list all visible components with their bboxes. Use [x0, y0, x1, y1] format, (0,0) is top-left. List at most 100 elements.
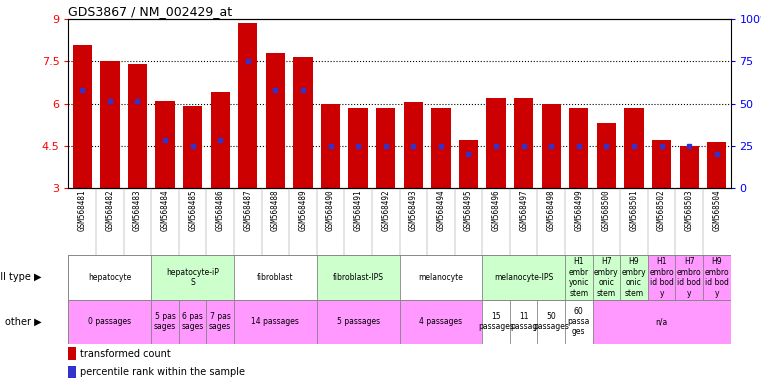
Text: GSM568492: GSM568492 — [381, 190, 390, 231]
Text: GSM568500: GSM568500 — [602, 190, 611, 231]
Text: GSM568481: GSM568481 — [78, 190, 87, 231]
Bar — [183, 106, 202, 188]
Text: GSM568504: GSM568504 — [712, 190, 721, 231]
Text: GSM568484: GSM568484 — [161, 190, 170, 231]
Bar — [234, 300, 317, 344]
Bar — [593, 300, 731, 344]
Bar — [266, 53, 285, 188]
Bar — [569, 108, 588, 188]
Text: H1
embr
yonic
stem: H1 embr yonic stem — [568, 257, 589, 298]
Bar — [68, 300, 151, 344]
Text: 14 passages: 14 passages — [251, 317, 299, 326]
Bar — [597, 123, 616, 188]
Text: GSM568493: GSM568493 — [409, 190, 418, 231]
Text: H9
embry
onic
stem: H9 embry onic stem — [622, 257, 646, 298]
Bar — [676, 255, 703, 300]
Bar — [565, 255, 593, 300]
Bar — [403, 102, 423, 188]
Bar — [349, 108, 368, 188]
Text: 4 passages: 4 passages — [419, 317, 463, 326]
Bar — [648, 255, 676, 300]
Bar — [321, 104, 340, 188]
Text: hepatocyte-iP
S: hepatocyte-iP S — [166, 268, 219, 287]
Bar — [400, 255, 482, 300]
Text: GSM568491: GSM568491 — [354, 190, 363, 231]
Bar — [707, 142, 727, 188]
Text: H7
embro
id bod
y: H7 embro id bod y — [677, 257, 702, 298]
Bar — [128, 64, 147, 188]
Bar — [155, 101, 175, 188]
Text: 5 pas
sages: 5 pas sages — [154, 312, 176, 331]
Text: GSM568488: GSM568488 — [271, 190, 280, 231]
Text: 7 pas
sages: 7 pas sages — [209, 312, 231, 331]
Bar — [206, 300, 234, 344]
Text: 0 passages: 0 passages — [88, 317, 132, 326]
Text: GSM568498: GSM568498 — [546, 190, 556, 231]
Bar — [459, 140, 478, 188]
Text: other ▶: other ▶ — [5, 316, 42, 327]
Text: GSM568490: GSM568490 — [326, 190, 335, 231]
Bar — [537, 300, 565, 344]
Bar — [317, 300, 400, 344]
Text: melanocyte-IPS: melanocyte-IPS — [494, 273, 553, 282]
Bar — [620, 255, 648, 300]
Text: fibroblast: fibroblast — [257, 273, 294, 282]
Text: GDS3867 / NM_002429_at: GDS3867 / NM_002429_at — [68, 5, 233, 18]
Bar — [151, 255, 234, 300]
Text: 60
passa
ges: 60 passa ges — [568, 307, 590, 336]
Bar — [652, 140, 671, 188]
Bar — [400, 300, 482, 344]
Text: H1
embro
id bod
y: H1 embro id bod y — [649, 257, 674, 298]
Bar — [486, 98, 506, 188]
Bar — [624, 108, 644, 188]
Bar — [565, 300, 593, 344]
Text: cell type ▶: cell type ▶ — [0, 272, 42, 283]
Bar — [68, 366, 76, 378]
Text: 6 pas
sages: 6 pas sages — [182, 312, 204, 331]
Text: fibroblast-IPS: fibroblast-IPS — [333, 273, 384, 282]
Bar — [238, 23, 257, 188]
Bar — [680, 146, 699, 188]
Bar — [376, 108, 396, 188]
Bar — [293, 57, 313, 188]
Text: 50
passages: 50 passages — [533, 312, 569, 331]
Text: GSM568495: GSM568495 — [464, 190, 473, 231]
Bar — [482, 300, 510, 344]
Bar — [482, 255, 565, 300]
Bar — [179, 300, 206, 344]
Bar — [593, 255, 620, 300]
Text: melanocyte: melanocyte — [419, 273, 463, 282]
Text: percentile rank within the sample: percentile rank within the sample — [81, 367, 245, 377]
Text: GSM568499: GSM568499 — [575, 190, 584, 231]
Text: GSM568485: GSM568485 — [188, 190, 197, 231]
Text: GSM568483: GSM568483 — [133, 190, 142, 231]
Bar — [510, 300, 537, 344]
Text: GSM568503: GSM568503 — [685, 190, 694, 231]
Bar — [703, 255, 731, 300]
Text: GSM568494: GSM568494 — [436, 190, 445, 231]
Text: hepatocyte: hepatocyte — [88, 273, 132, 282]
Bar — [431, 108, 451, 188]
Bar — [100, 61, 119, 188]
Bar — [542, 104, 561, 188]
Text: GSM568482: GSM568482 — [105, 190, 114, 231]
Text: H9
embro
id bod
y: H9 embro id bod y — [705, 257, 729, 298]
Text: 11
passag: 11 passag — [510, 312, 537, 331]
Bar — [68, 255, 151, 300]
Text: GSM568487: GSM568487 — [244, 190, 253, 231]
Bar — [514, 98, 533, 188]
Bar — [68, 347, 76, 360]
Text: GSM568496: GSM568496 — [492, 190, 501, 231]
Text: 5 passages: 5 passages — [336, 317, 380, 326]
Bar — [151, 300, 179, 344]
Text: GSM568486: GSM568486 — [215, 190, 224, 231]
Text: H7
embry
onic
stem: H7 embry onic stem — [594, 257, 619, 298]
Bar — [72, 45, 92, 188]
Bar — [234, 255, 317, 300]
Text: GSM568501: GSM568501 — [629, 190, 638, 231]
Text: 15
passages: 15 passages — [478, 312, 514, 331]
Text: transformed count: transformed count — [81, 349, 171, 359]
Text: GSM568489: GSM568489 — [298, 190, 307, 231]
Text: GSM568497: GSM568497 — [519, 190, 528, 231]
Text: n/a: n/a — [655, 317, 667, 326]
